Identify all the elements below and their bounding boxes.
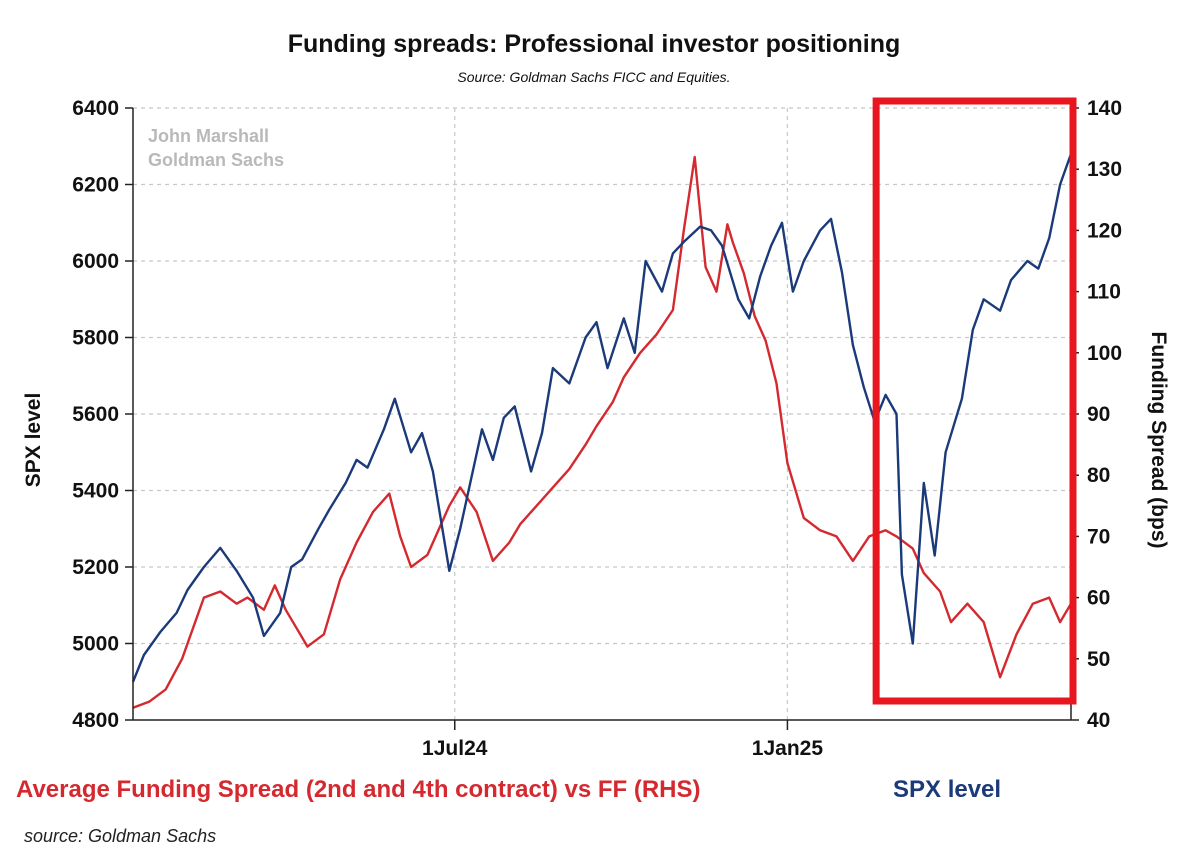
x-tick-label-0: 1Jul24 xyxy=(422,737,488,760)
right-tick-label-140: 140 xyxy=(1087,97,1122,120)
left-tick-label-5400: 5400 xyxy=(72,480,119,503)
watermark-line-1: John Marshall xyxy=(148,126,269,146)
x-tick-label-1: 1Jan25 xyxy=(752,737,824,760)
series-line-funding-spread xyxy=(132,155,1073,709)
left-tick-label-6200: 6200 xyxy=(72,174,119,197)
right-tick-label-50: 50 xyxy=(1087,648,1110,671)
right-tick-label-120: 120 xyxy=(1087,219,1122,242)
footer-source: source: Goldman Sachs xyxy=(24,826,216,846)
right-tick-label-60: 60 xyxy=(1087,587,1110,610)
left-tick-label-6400: 6400 xyxy=(72,97,119,120)
left-tick-label-5600: 5600 xyxy=(72,403,119,426)
gridlines xyxy=(133,107,1071,720)
legend-spx-level: SPX level xyxy=(893,776,1001,803)
series-layer xyxy=(131,153,1073,709)
right-tick-label-100: 100 xyxy=(1087,342,1122,365)
highlight-box xyxy=(872,97,1077,705)
left-axis-label: SPX level xyxy=(22,393,45,488)
left-tick-label-5800: 5800 xyxy=(72,327,119,350)
right-tick-label-90: 90 xyxy=(1087,403,1110,426)
tick-labels: 4800 5000 5200 5400 5600 5800 6000 6200 6400 40 50… xyxy=(72,97,1122,760)
left-tick-label-5000: 5000 xyxy=(72,633,119,656)
right-axis-label: Funding Spread (bps) xyxy=(1147,332,1170,549)
right-tick-label-40: 40 xyxy=(1087,709,1110,732)
chart-title: Funding spreads: Professional investor p… xyxy=(288,30,901,58)
chart-subtitle: Source: Goldman Sachs FICC and Equities. xyxy=(457,69,730,85)
legend-funding-spread: Average Funding Spread (2nd and 4th cont… xyxy=(16,776,701,803)
left-tick-label-5200: 5200 xyxy=(72,556,119,579)
right-tick-label-70: 70 xyxy=(1087,525,1110,548)
right-tick-label-110: 110 xyxy=(1087,281,1121,304)
left-tick-label-4800: 4800 xyxy=(72,709,119,732)
left-tick-label-6000: 6000 xyxy=(72,250,119,273)
series-line-spx-level xyxy=(131,153,1073,683)
right-tick-label-130: 130 xyxy=(1087,158,1122,181)
watermark-line-2: Goldman Sachs xyxy=(148,150,284,170)
right-tick-label-80: 80 xyxy=(1087,464,1110,487)
